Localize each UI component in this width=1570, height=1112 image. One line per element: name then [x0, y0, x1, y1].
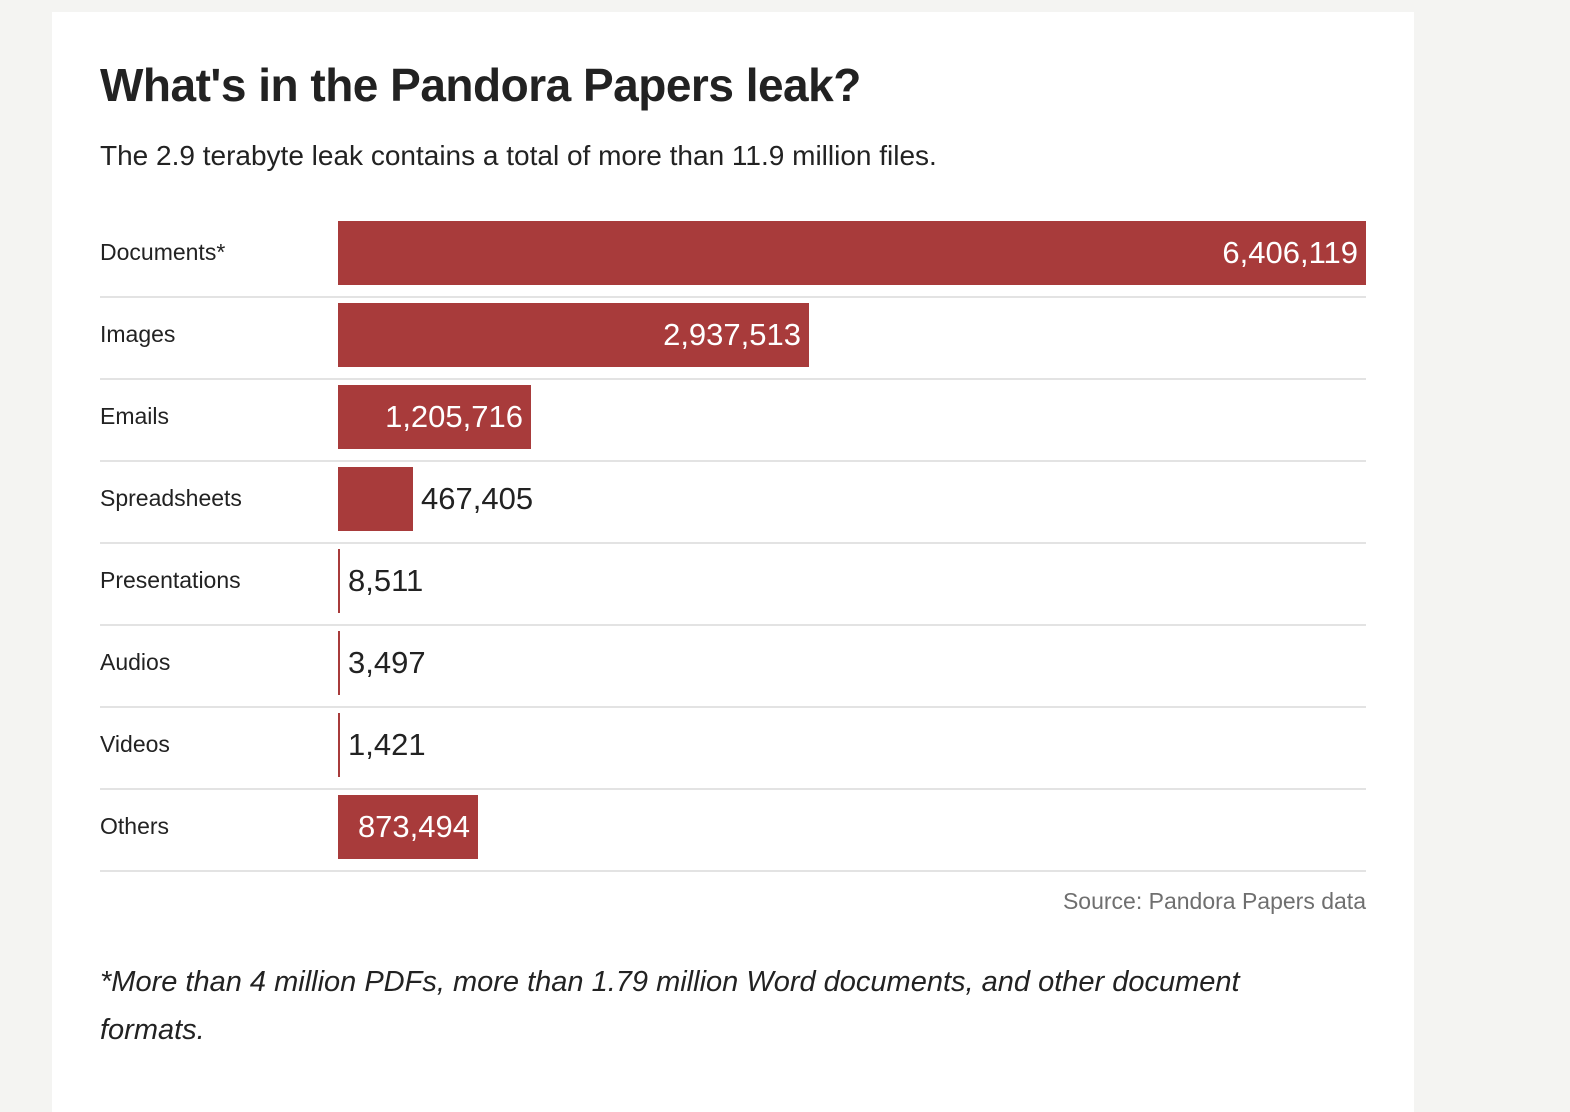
bar — [338, 795, 478, 859]
value-label: 3,497 — [348, 645, 426, 680]
category-label: Others — [100, 813, 170, 839]
chart-title: What's in the Pandora Papers leak? — [100, 59, 861, 111]
bar — [338, 631, 340, 695]
bar — [338, 303, 809, 367]
chart-row: Presentations 8,511 — [100, 544, 1366, 626]
value-label: 8,511 — [348, 563, 424, 598]
category-label: Presentations — [100, 567, 241, 593]
footnote: *More than 4 million PDFs, more than 1.7… — [100, 966, 1240, 1046]
bar — [338, 549, 340, 613]
bar — [338, 467, 413, 531]
chart-row: Videos 1,421 — [100, 708, 1366, 790]
category-label: Videos — [100, 731, 170, 757]
chart-row: Documents* 6,406,119 — [100, 216, 1366, 298]
value-label: 1,421 — [348, 727, 426, 762]
bar — [338, 713, 340, 777]
chart-row: Emails 1,205,716 — [100, 380, 1366, 462]
value-label: 873,494 — [357, 809, 470, 844]
value-label: 1,205,716 — [385, 399, 523, 434]
category-label: Documents* — [100, 239, 226, 265]
chart-subtitle: The 2.9 terabyte leak contains a total o… — [100, 140, 937, 171]
bar — [338, 221, 1366, 285]
chart-card: What's in the Pandora Papers leak? The 2… — [52, 12, 1414, 1112]
bar — [338, 385, 531, 449]
category-label: Audios — [100, 649, 171, 675]
value-label: 6,406,119 — [1222, 235, 1358, 270]
value-label: 2,937,513 — [663, 317, 801, 352]
category-label: Emails — [100, 403, 170, 429]
source-note: Source: Pandora Papers data — [1062, 888, 1366, 914]
chart-row: Images 2,937,513 — [100, 298, 1366, 380]
chart-row: Audios 3,497 — [100, 626, 1366, 708]
chart-row: Spreadsheets 467,405 — [100, 462, 1366, 544]
category-label: Spreadsheets — [100, 485, 242, 511]
value-label: 467,405 — [421, 481, 534, 516]
chart-row: Others 873,494 — [100, 790, 1366, 872]
category-label: Images — [100, 321, 176, 347]
bar-chart: Documents* 6,406,119 Images 2,937,513 Emails… — [100, 216, 1366, 872]
